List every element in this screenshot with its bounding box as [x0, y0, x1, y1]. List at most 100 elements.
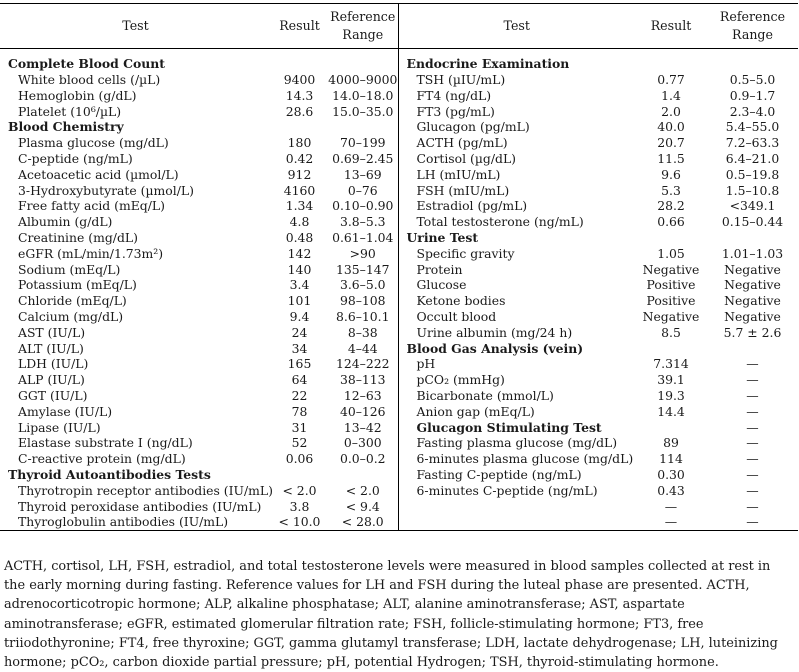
right-test-name: Specific gravity [416, 245, 515, 261]
table-row: LDH (IU/L) 165 124–222 pH 7.314 — [0, 356, 798, 373]
left-test-name: Thyrotropin receptor antibodies (IU/mL) [18, 482, 273, 498]
table-row: Potassium (mEq/L) 3.4 3.6–5.0 Glucose Positi… [0, 277, 798, 294]
left-result-cell: 142 [287, 245, 312, 261]
left-result-cell: 31 [291, 419, 308, 435]
header-result-left: Result [271, 3, 328, 49]
table-row: AST (IU/L) 24 8–38 Urine albumin (mg/24 h) 8… [0, 324, 798, 341]
right-test-name: FT3 (pg/mL) [416, 103, 495, 119]
right-test-name: Anion gap (mEq/L) [416, 403, 535, 419]
right-result-cell: 89 [663, 435, 679, 451]
right-test-name: Bicarbonate (mmol/L) [416, 387, 554, 403]
right-test-name [398, 514, 635, 532]
table-row: GGT (IU/L) 22 12–63 Bicarbonate (mmol/L) 19.… [0, 387, 798, 404]
left-result-cell [271, 467, 328, 483]
right-result-cell [635, 230, 707, 246]
right-reference-cell: Negative [724, 308, 781, 324]
left-reference-cell: 3.8–5.3 [328, 214, 399, 230]
left-reference-cell: 13–42 [328, 419, 399, 436]
right-result-cell: 0.43 [657, 482, 685, 498]
right-test-name: FT4 (ng/dL) [416, 87, 492, 103]
left-test-name: Elastase substrate I (ng/dL) [18, 435, 193, 451]
right-result-cell: 1.05 [657, 245, 685, 261]
right-result-cell: — [635, 514, 707, 532]
right-reference-cell [707, 341, 798, 357]
left-test-name: eGFR (mL/min/1.73m²) [18, 245, 164, 261]
left-reference-cell: 70–199 [328, 135, 399, 151]
table-row: Albumin (g/dL) 4.8 3.8–5.3 Total testostero… [0, 214, 798, 230]
table-row: Plasma glucose (mg/dL) 180 70–199 ACTH (pg/… [0, 135, 798, 151]
left-reference-cell: 38–113 [328, 372, 399, 388]
right-reference-cell: — [746, 372, 759, 388]
right-test-name: ACTH (pg/mL) [416, 135, 508, 151]
left-result-cell: 28.6 [285, 103, 314, 119]
right-test-name: Occult blood [416, 308, 497, 324]
left-result-cell: 4.8 [289, 214, 310, 230]
left-test-name: ALP (IU/L) [18, 372, 85, 388]
left-result-cell: 0.48 [285, 229, 314, 245]
right-result-cell: 0.30 [657, 466, 685, 482]
left-reference-cell: 12–63 [328, 387, 399, 404]
left-result-cell: 14.3 [285, 87, 314, 103]
left-test-name: Creatinine (mg/dL) [18, 229, 138, 245]
right-reference-cell: — [746, 356, 759, 372]
table-row: Blood Chemistry Glucagon (pg/mL) 40.0 5.4–5… [0, 119, 798, 136]
left-reference-cell: >90 [328, 245, 399, 262]
right-test-name: Glucagon (pg/mL) [416, 119, 530, 135]
left-test-name: LDH (IU/L) [18, 356, 89, 372]
right-result-cell: Negative [642, 261, 700, 277]
right-test-name: TSH (µIU/mL) [416, 72, 506, 87]
right-reference-cell: — [707, 514, 798, 532]
left-reference-cell: 124–222 [328, 356, 399, 373]
left-reference-cell: 98–108 [328, 293, 399, 309]
right-result-cell: Positive [646, 293, 696, 309]
table-row: Complete Blood Count Endocrine Examinatio… [0, 48, 798, 73]
right-result-cell [635, 341, 707, 357]
table-row: C-reactive protein (mg/dL) 0.06 0.0–0.2 6-m… [0, 451, 798, 467]
lab-results-table-container: Test Result Reference Range Test Result … [0, 3, 798, 532]
right-result-cell: 11.5 [657, 150, 685, 166]
right-reference-cell: — [746, 498, 759, 514]
left-reference-cell: 0–76 [328, 182, 399, 199]
table-row: Sodium (mEq/L) 140 135–147 Protein Negative N… [0, 261, 798, 278]
right-result-cell: 1.4 [661, 87, 681, 103]
left-test-name: Platelet (10⁶/µL) [18, 103, 122, 119]
right-reference-cell: 5.4–55.0 [725, 119, 780, 135]
left-test-name: Albumin (g/dL) [18, 214, 113, 230]
left-reference-cell: 40–126 [328, 403, 399, 420]
left-result-cell: 165 [287, 356, 312, 372]
right-test-name: Protein [416, 261, 463, 277]
header-test-left: Test [0, 3, 271, 49]
right-reference-cell [707, 49, 798, 73]
left-test-name: Plasma glucose (mg/dL) [18, 135, 169, 151]
table-row: eGFR (mL/min/1.73m²) 142 >90 Specific gravi… [0, 245, 798, 262]
right-result-cell: 14.4 [657, 403, 685, 419]
table-footnote: ACTH, cortisol, LH, FSH, estradiol, and … [4, 557, 795, 672]
left-result-cell: 78 [291, 403, 308, 419]
left-test-name: Calcium (mg/dL) [18, 308, 124, 324]
left-test-name: C-peptide (ng/mL) [18, 150, 133, 166]
right-reference-cell: 0.15–0.44 [721, 214, 784, 230]
right-test-name: Total testosterone (ng/mL) [416, 214, 584, 230]
right-result-cell: 2.0 [661, 103, 681, 119]
left-test-name: ALT (IU/L) [18, 340, 84, 356]
lab-results-table: Test Result Reference Range Test Result … [0, 3, 798, 532]
table-row: Lipase (IU/L) 31 13–42 Glucagon Stimulating… [0, 419, 798, 436]
left-test-name: Thyroid peroxidase antibodies (IU/mL) [18, 498, 262, 514]
right-section-heading: Blood Gas Analysis (vein) [406, 340, 584, 356]
left-reference-cell: 8.6–10.1 [328, 308, 399, 325]
right-reference-cell: <349.1 [729, 198, 776, 214]
left-reference-cell: 0–300 [328, 435, 399, 452]
table-row: Thyrotropin receptor antibodies (IU/mL) <… [0, 482, 798, 499]
left-reference-cell [328, 119, 399, 136]
right-result-cell: 0.66 [657, 214, 685, 230]
left-result-cell: 0.06 [285, 451, 314, 467]
left-result-cell: 52 [291, 435, 308, 451]
right-reference-cell: — [746, 419, 759, 435]
right-test-name: Urine albumin (mg/24 h) [416, 324, 573, 340]
table-row: Amylase (IU/L) 78 40–126 Anion gap (mEq/L) 1… [0, 403, 798, 420]
left-result-cell: 9400 [283, 72, 316, 87]
left-reference-cell: < 2.0 [328, 482, 399, 499]
right-reference-cell: 5.7 ± 2.6 [723, 324, 782, 340]
right-reference-cell: 6.4–21.0 [725, 150, 780, 166]
